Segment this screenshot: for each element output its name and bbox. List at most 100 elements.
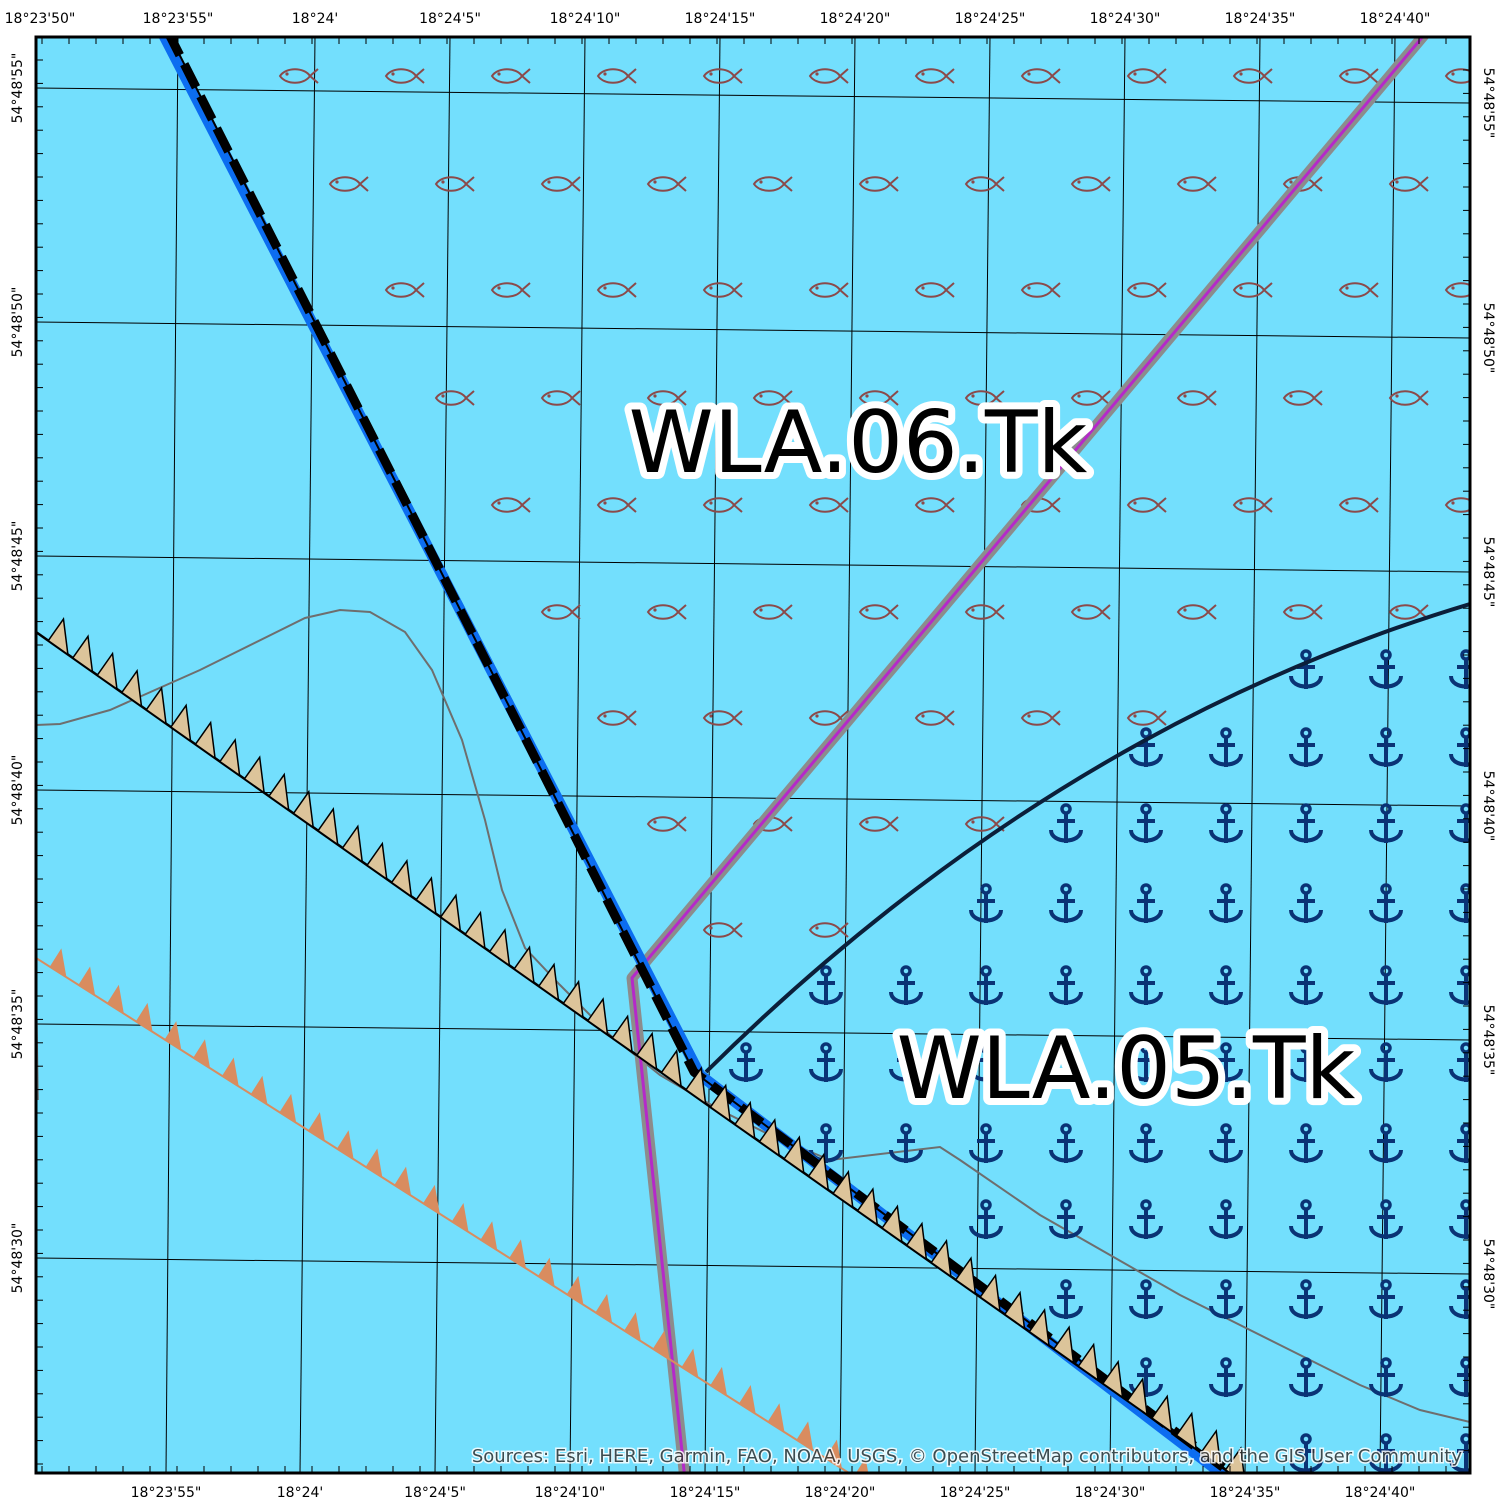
sawtooth-tooth xyxy=(954,1256,977,1296)
sawtooth-tooth xyxy=(341,824,364,864)
top-tick-label: 18°23'55" xyxy=(143,11,214,27)
sawtooth-tooth xyxy=(595,1294,613,1324)
sawtooth-tooth xyxy=(451,1203,469,1234)
sawtooth-tooth xyxy=(733,1100,756,1140)
sawtooth-tooth xyxy=(807,1152,830,1192)
sawtooth-tooth xyxy=(684,1066,707,1106)
sawtooth-tooth xyxy=(96,651,118,691)
sawtooth-tooth xyxy=(164,1021,182,1052)
sawtooth-tooth xyxy=(881,1204,903,1244)
sawtooth-tooth xyxy=(635,1031,658,1071)
sawtooth-tooth xyxy=(317,807,339,847)
bottom-tick-label: 18°24'25" xyxy=(940,1485,1011,1501)
sawtooth-tooth xyxy=(832,1169,854,1209)
bottom-tick-label: 18°24'15" xyxy=(670,1485,741,1501)
sawtooth-tooth xyxy=(71,634,94,674)
attribution-text: Sources: Esri, HERE, Garmin, FAO, NOAA, … xyxy=(472,1446,1463,1467)
sawtooth-tooth xyxy=(508,1239,527,1270)
frame-ticks xyxy=(36,37,1470,1475)
sawtooth-tooth xyxy=(194,720,217,760)
sawtooth-tooth xyxy=(783,1135,805,1175)
sawtooth-tooth xyxy=(393,1166,412,1197)
sawtooth-tooth xyxy=(652,1330,670,1361)
sawtooth-tooth xyxy=(415,876,437,916)
sawtooth-tooth xyxy=(365,1148,383,1179)
sawtooth-tooth xyxy=(145,686,167,726)
sawtooth-tooth xyxy=(513,945,535,985)
sawtooth-tooth xyxy=(681,1348,699,1379)
sawtooth-tooth xyxy=(566,1275,584,1306)
anchorage-boundary xyxy=(704,602,1470,1074)
sawtooth-tooth xyxy=(366,841,388,881)
bottom-tick-label: 18°24'10" xyxy=(535,1485,606,1501)
sawtooth-tooth xyxy=(586,997,609,1037)
sawtooth-tooth xyxy=(905,1221,928,1261)
route-line xyxy=(626,37,1430,1473)
sawtooth-tooth xyxy=(1101,1359,1124,1399)
restricted-area-sawtooth-south xyxy=(36,948,869,1473)
sawtooth-tooth xyxy=(192,1039,211,1070)
sawtooth-tooth xyxy=(1003,1290,1026,1330)
sawtooth-tooth xyxy=(106,984,125,1015)
left-tick-label: 54°48'55" xyxy=(10,53,26,124)
left-tick-label: 54°48'50" xyxy=(10,287,26,358)
top-tick-label: 18°24'25" xyxy=(955,11,1026,27)
top-tick-label: 18°24'15" xyxy=(685,11,756,27)
right-tick-label: 54°48'55" xyxy=(1480,68,1496,139)
sawtooth-tooth xyxy=(279,1093,297,1124)
top-tick-label: 18°24'40" xyxy=(1360,11,1431,27)
sawtooth-tooth xyxy=(1150,1394,1173,1434)
sawtooth-tooth xyxy=(1199,1428,1222,1468)
sawtooth-tooth xyxy=(480,1221,498,1252)
sawtooth-tooth xyxy=(422,1184,440,1215)
top-tick-label: 18°23'50" xyxy=(5,11,76,27)
right-tick-label: 54°48'50" xyxy=(1480,303,1496,374)
left-tick-label: 54°48'35" xyxy=(10,989,26,1060)
sawtooth-tooth xyxy=(1028,1308,1050,1348)
sawtooth-tooth xyxy=(169,703,192,743)
sawtooth-tooth xyxy=(439,893,462,933)
sawtooth-tooth xyxy=(250,1075,268,1106)
sawtooth-tooth xyxy=(307,1112,326,1143)
top-tick-label: 18°24'30" xyxy=(1090,11,1161,27)
sawtooth-tooth xyxy=(292,789,315,829)
top-tick-label: 18°24' xyxy=(292,11,338,27)
sawtooth-tooth xyxy=(267,772,290,812)
sawtooth-tooth xyxy=(243,755,266,795)
sawtooth-tooth xyxy=(218,737,241,777)
sawtooth-tooth xyxy=(1126,1377,1149,1417)
water-area xyxy=(36,37,1470,1473)
sawtooth-tooth xyxy=(796,1421,814,1452)
zone-label-south: WLA.05.Tk xyxy=(897,1019,1356,1119)
sawtooth-tooth xyxy=(623,1312,642,1343)
sawtooth-tooth xyxy=(562,979,584,1019)
top-tick-label: 18°24'35" xyxy=(1225,11,1296,27)
left-tick-label: 54°48'45" xyxy=(10,521,26,592)
top-tick-label: 18°24'10" xyxy=(550,11,621,27)
top-tick-label: 18°24'20" xyxy=(820,11,891,27)
sawtooth-tooth xyxy=(49,948,67,979)
bottom-tick-label: 18°24'40" xyxy=(1345,1485,1416,1501)
sawtooth-tooth xyxy=(611,1014,633,1054)
sawtooth-tooth xyxy=(930,1238,952,1278)
right-tick-label: 54°48'35" xyxy=(1480,1005,1496,1076)
sawtooth-tooth xyxy=(537,962,560,1002)
sawtooth-tooth xyxy=(336,1130,354,1161)
sawtooth-tooth xyxy=(537,1257,555,1288)
sawtooth-tooth xyxy=(824,1439,843,1470)
sawtooth-tooth xyxy=(856,1187,879,1227)
bottom-tick-label: 18°24'20" xyxy=(805,1485,876,1501)
top-tick-label: 18°24'5" xyxy=(419,11,481,27)
sawtooth-tooth xyxy=(767,1403,785,1434)
sawtooth-tooth xyxy=(221,1057,239,1088)
sawtooth-tooth xyxy=(47,617,69,657)
sawtooth-tooth xyxy=(1175,1411,1198,1451)
sawtooth-tooth xyxy=(135,1002,153,1033)
sawtooth-tooth xyxy=(855,1457,869,1473)
sawtooth-tooth xyxy=(660,1048,683,1088)
sawtooth-tooth xyxy=(78,966,96,997)
top-tick-labels: 18°23'50" 18°23'55" 18°24' 18°24'5" 18°2… xyxy=(5,11,1431,27)
sawtooth-tooth xyxy=(390,858,413,898)
left-tick-label: 54°48'40" xyxy=(10,755,26,826)
